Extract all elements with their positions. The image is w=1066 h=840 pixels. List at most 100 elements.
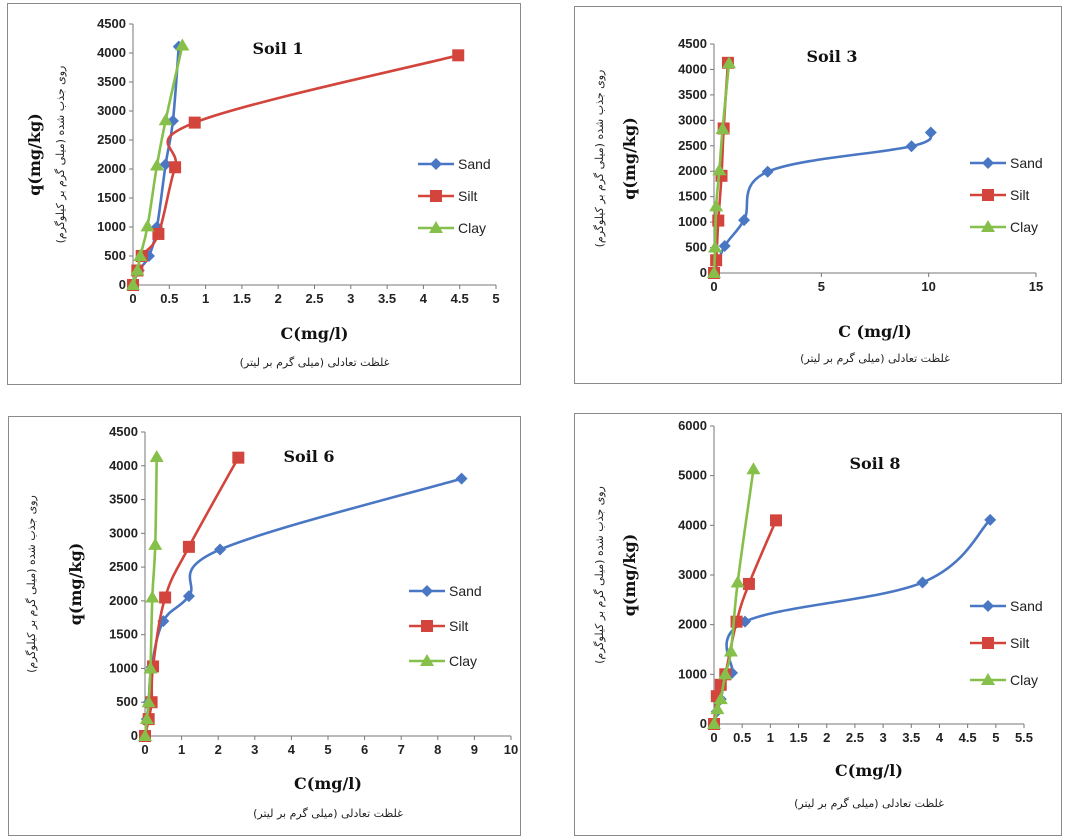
sand-point — [916, 576, 929, 589]
legend-label: Sand — [449, 583, 482, 599]
y-tick-label: 3000 — [97, 103, 126, 118]
legend-marker — [982, 189, 994, 201]
y-tick-label: 0 — [131, 728, 138, 743]
silt-point — [182, 540, 195, 553]
y-tick-label: 2000 — [109, 593, 138, 608]
clay-point — [712, 163, 727, 176]
sand-series-line — [712, 131, 933, 274]
x-tick-label: 9 — [471, 742, 478, 757]
y-tick-label: 3000 — [678, 112, 707, 127]
y-tick-label: 3500 — [109, 492, 138, 507]
clay-point — [715, 121, 730, 134]
clay-point — [138, 729, 152, 741]
y-tick-label: 1000 — [678, 214, 707, 229]
x-tick-label: 5 — [324, 742, 331, 757]
y-axis-label-fa: روی جذب شده (میلی گرم بر کیلوگرم) — [25, 495, 38, 673]
y-tick-label: 2500 — [678, 138, 707, 153]
chart-panel-soil-6: 0 500 1000 1500 2000 2500 3000 3500 4000 4500 0 1 2 3… — [8, 416, 521, 836]
x-tick-label: 3.5 — [902, 730, 920, 745]
legend-marker — [982, 157, 994, 169]
x-tick-label: 0.5 — [733, 730, 751, 745]
legend-entry-sand: Sand — [970, 598, 1043, 614]
y-tick-label: 1500 — [109, 627, 138, 642]
legend-entry-clay: Clay — [970, 672, 1038, 688]
chart-panel-soil-1: 0 500 1000 1500 2000 2500 3000 3500 4000 4500 0 0.5… — [7, 3, 521, 385]
y-tick-label: 4500 — [97, 16, 126, 31]
x-tick-label: 3.5 — [378, 291, 396, 306]
y-tick-label: 500 — [685, 240, 707, 255]
x-tick-label: 0.5 — [160, 291, 178, 306]
chart-panel-soil-3: 0 500 1000 1500 2000 2500 3000 3500 4000 4500 0 5 10… — [574, 6, 1062, 384]
silt-point — [742, 577, 755, 590]
legend-marker — [430, 158, 442, 170]
x-axis-label-fa: غلظت تعادلی (میلی گرم بر لیتر) — [800, 352, 950, 365]
legend-marker — [421, 585, 433, 597]
legend-label: Clay — [449, 653, 477, 669]
chart-panel-soil-8: 0 1000 2000 3000 4000 5000 6000 0 0.5 1 1.5 2 2.5 3 3.… — [574, 413, 1062, 836]
sand-point — [182, 590, 195, 603]
clay-point — [143, 661, 158, 674]
y-tick-label: 1000 — [109, 660, 138, 675]
sand-point — [924, 126, 937, 139]
y-tick-label: 6000 — [678, 418, 707, 433]
legend-label: Silt — [458, 188, 478, 204]
legend-entry-silt: Silt — [409, 618, 469, 634]
clay-point — [133, 249, 148, 261]
x-tick-label: 2.5 — [305, 291, 323, 306]
silt-point — [169, 161, 182, 174]
chart-title: Soil 8 — [849, 454, 900, 473]
clay-point — [723, 644, 738, 657]
y-tick-label: 2500 — [97, 132, 126, 147]
y-tick-label: 4000 — [678, 61, 707, 76]
x-tick-label: 3 — [347, 291, 354, 306]
y-axis-label-fa: روی جذب شده (میلی گرم بر کیلوگرم) — [54, 66, 67, 244]
x-tick-label: 6 — [361, 742, 368, 757]
x-tick-label: 4.5 — [451, 291, 469, 306]
x-tick-label: 2 — [275, 291, 282, 306]
y-tick-label: 2500 — [109, 559, 138, 574]
x-axis-label: C(mg/l) — [835, 761, 903, 780]
x-tick-label: 4.5 — [959, 730, 977, 745]
legend-marker — [981, 220, 995, 232]
legend-label: Clay — [1010, 672, 1038, 688]
y-tick-label: 1000 — [678, 666, 707, 681]
y-tick-label: 1500 — [678, 189, 707, 204]
y-tick-label: 3500 — [97, 74, 126, 89]
legend-label: Silt — [1010, 635, 1030, 651]
y-tick-label: 0 — [700, 265, 707, 280]
y-axis-label: q(mg/kg) — [620, 534, 639, 617]
silt-point — [712, 214, 725, 227]
silt-series-line — [131, 54, 459, 286]
y-tick-label: 1000 — [97, 219, 126, 234]
clay-point — [746, 462, 761, 475]
x-tick-label: 3 — [251, 742, 258, 757]
sand-point — [214, 543, 227, 556]
y-tick-label: 500 — [116, 694, 138, 709]
chart-soil-3: 0 500 1000 1500 2000 2500 3000 3500 4000 4500 0 5 10… — [593, 36, 1043, 365]
legend-label: Silt — [1010, 187, 1030, 203]
legend-marker — [982, 637, 994, 649]
y-axis-label: q(mg/kg) — [66, 543, 85, 626]
y-tick-label: 3000 — [109, 525, 138, 540]
clay-point — [148, 537, 163, 550]
chart-soil-6: 0 500 1000 1500 2000 2500 3000 3500 4000 4500 0 1 2 3… — [25, 424, 518, 820]
y-tick-label: 4000 — [109, 458, 138, 473]
x-tick-label: 0 — [710, 730, 717, 745]
legend-marker — [430, 190, 442, 202]
sand-point — [761, 165, 774, 178]
legend-marker — [420, 654, 434, 666]
legend-label: Sand — [1010, 155, 1043, 171]
clay-point — [149, 449, 164, 462]
y-tick-label: 4500 — [678, 36, 707, 51]
legend-entry-silt: Silt — [970, 635, 1030, 651]
clay-point — [145, 590, 160, 603]
sand-series-line — [143, 477, 462, 737]
sand-point — [984, 513, 997, 526]
clay-point — [140, 219, 155, 232]
y-tick-label: 4000 — [678, 517, 707, 532]
y-tick-label: 0 — [700, 716, 707, 731]
legend-label: Sand — [1010, 598, 1043, 614]
y-tick-label: 4500 — [109, 424, 138, 439]
x-tick-label: 4 — [936, 730, 944, 745]
x-axis-label-fa: غلظت تعادلی (میلی گرم بر لیتر) — [253, 807, 403, 820]
